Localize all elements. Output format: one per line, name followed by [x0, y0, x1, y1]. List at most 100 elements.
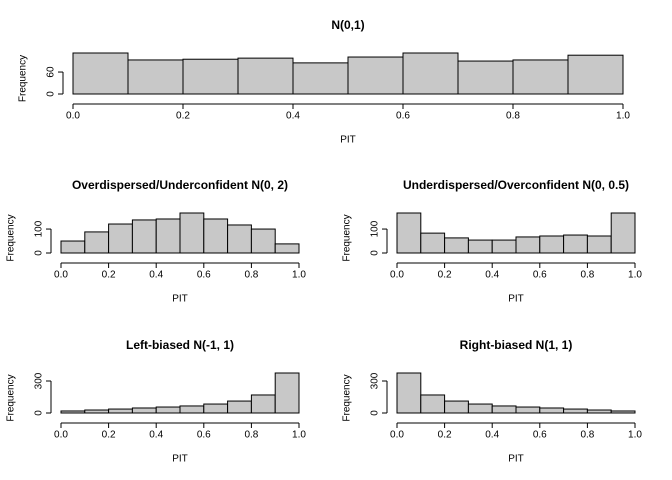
bar: [60, 410, 86, 414]
bar: [227, 224, 252, 254]
y-tick-label: 0: [34, 250, 45, 256]
x-tick-label: 0.2: [176, 111, 190, 122]
bar: [396, 372, 422, 414]
chart-title: Underdispersed/Overconfident N(0, 0.5): [403, 178, 629, 192]
bar: [179, 212, 205, 254]
y-tick-label: 0: [370, 250, 381, 256]
x-tick-label: 0.6: [533, 430, 547, 441]
x-tick-label: 0.8: [244, 430, 258, 441]
bar: [274, 243, 300, 254]
y-tick-label: 0: [34, 410, 45, 416]
bar: [539, 407, 565, 414]
x-tick-label: 0.6: [197, 270, 211, 281]
bar: [155, 218, 181, 254]
bar: [182, 58, 239, 95]
bar: [127, 59, 184, 95]
y-axis-label: Frequency: [6, 214, 17, 261]
x-tick-label: 0.4: [286, 111, 300, 122]
bar: [563, 234, 588, 254]
x-tick-label: 1.0: [616, 111, 630, 122]
chart-title: N(0,1): [331, 18, 364, 32]
chart-title: Right-biased N(1, 1): [460, 338, 573, 352]
bar: [250, 394, 276, 414]
y-tick-label: 300: [34, 372, 45, 389]
bar: [515, 236, 541, 254]
bar: [491, 405, 517, 414]
x-tick-label: 0.8: [580, 430, 594, 441]
y-tick-label: 300: [370, 372, 381, 389]
x-tick-label: 1.0: [292, 270, 306, 281]
x-tick-label: 0.8: [244, 270, 258, 281]
bar: [512, 59, 569, 95]
x-tick-label: 0.0: [54, 430, 68, 441]
x-axis-label: PIT: [508, 454, 524, 465]
y-axis-label: Frequency: [342, 214, 353, 261]
x-tick-label: 0.4: [149, 430, 163, 441]
x-axis-label: PIT: [508, 294, 524, 305]
y-tick-label: 0: [46, 91, 57, 97]
x-tick-label: 1.0: [628, 430, 642, 441]
bar: [586, 235, 612, 254]
bar: [155, 406, 181, 414]
bar: [108, 223, 133, 254]
bar: [131, 219, 157, 254]
x-axis-label: PIT: [172, 294, 188, 305]
bar: [444, 400, 469, 414]
bar: [420, 232, 446, 254]
x-tick-label: 0.0: [390, 270, 404, 281]
y-tick-label: 60: [46, 66, 57, 78]
x-axis-label: PIT: [340, 135, 356, 146]
bar: [457, 60, 514, 95]
x-tick-label: 0.0: [54, 270, 68, 281]
x-tick-label: 1.0: [292, 430, 306, 441]
y-axis-label: Frequency: [342, 374, 353, 421]
bar: [567, 54, 624, 95]
y-tick-label: 0: [370, 410, 381, 416]
x-tick-label: 0.4: [485, 270, 499, 281]
bar: [72, 52, 129, 95]
x-tick-label: 0.6: [197, 430, 211, 441]
bar: [444, 237, 469, 254]
x-tick-label: 0.0: [390, 430, 404, 441]
bar: [179, 405, 205, 414]
x-axis-label: PIT: [172, 454, 188, 465]
bar: [467, 403, 493, 414]
chart-title: Left-biased N(-1, 1): [126, 338, 234, 352]
x-tick-label: 0.8: [580, 270, 594, 281]
x-tick-label: 0.2: [102, 270, 116, 281]
x-tick-label: 1.0: [628, 270, 642, 281]
x-tick-label: 0.6: [533, 270, 547, 281]
bar: [237, 57, 294, 95]
y-tick-label: 100: [370, 220, 381, 237]
bar: [515, 406, 541, 414]
chart-title: Overdispersed/Underconfident N(0, 2): [72, 178, 288, 192]
bar: [292, 62, 349, 95]
y-axis-label: Frequency: [18, 55, 29, 102]
bar: [108, 408, 133, 414]
bar: [420, 394, 446, 414]
x-tick-label: 0.8: [506, 111, 520, 122]
bar: [402, 52, 459, 95]
bar: [467, 239, 493, 254]
bar: [250, 228, 276, 254]
bar: [131, 407, 157, 414]
bar: [274, 372, 300, 414]
bar: [203, 403, 229, 414]
bar: [60, 240, 86, 254]
bar: [84, 409, 110, 414]
x-tick-label: 0.2: [438, 270, 452, 281]
bar: [610, 212, 636, 254]
x-tick-label: 0.6: [396, 111, 410, 122]
bar: [491, 239, 517, 254]
bar: [610, 410, 636, 414]
bar: [539, 235, 565, 254]
bar: [227, 400, 252, 414]
bar: [563, 408, 588, 414]
bar: [203, 218, 229, 254]
x-tick-label: 0.2: [102, 430, 116, 441]
bar: [84, 231, 110, 254]
x-tick-label: 0.4: [485, 430, 499, 441]
bar: [396, 212, 422, 254]
bar: [586, 409, 612, 414]
